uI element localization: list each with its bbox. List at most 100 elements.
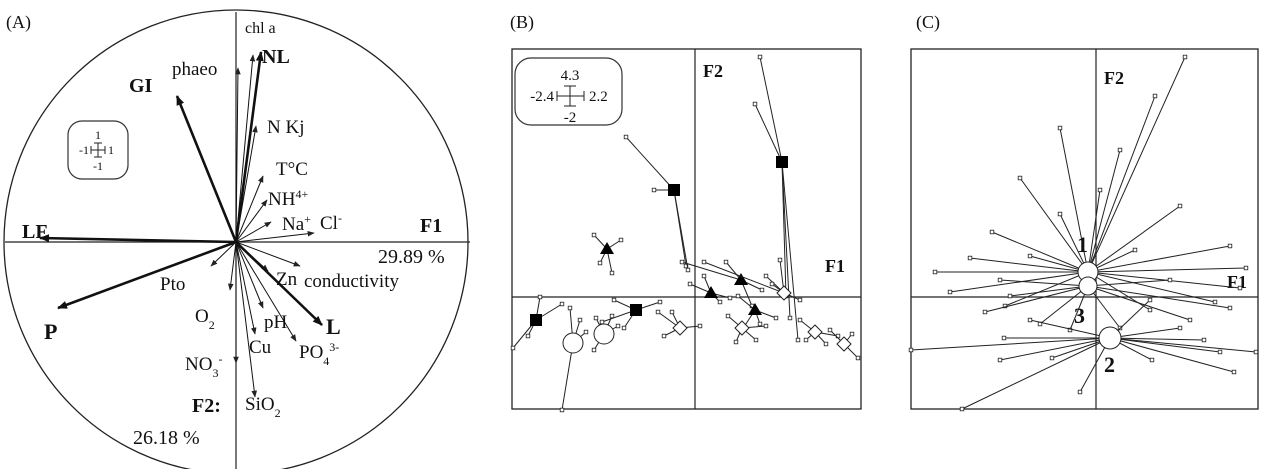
group-sample-point [1077,389,1083,395]
variable-label-no: NO3- [185,352,222,380]
group-link [991,231,1089,273]
sample-point [591,232,597,238]
sample-point [797,317,803,323]
sample-point [597,260,603,266]
variable-label-pto: Pto [160,274,185,295]
sample-point [609,270,615,276]
sample-point [735,293,741,299]
sample-point [753,337,759,343]
group-label-2: 2 [1104,352,1115,377]
sample-point [701,273,707,279]
group-link [1087,245,1231,273]
vector-l [235,241,323,326]
sample-point [787,315,793,321]
group-link [1087,56,1186,273]
group-sample-point [1001,335,1007,341]
group-link [949,271,1089,293]
sample-point [687,281,693,287]
variable-label-ph: pH [264,312,288,333]
sample-point [559,407,565,413]
scale-a-left: -1 [79,143,89,157]
group-label-3: 3 [1074,303,1085,328]
group-sample-point [1027,317,1033,323]
variable-label-lf: LF [22,221,48,243]
sample-point [773,315,779,321]
group-sample-point [1167,277,1173,283]
centroid-diamond [734,320,750,336]
group-sample-point [1007,293,1013,299]
group-link [1039,285,1089,325]
group-link [999,279,1089,287]
sample-point [723,259,729,265]
sample-point [525,333,531,339]
group-link [1059,213,1089,273]
group-label-1: 1 [1077,232,1088,257]
vector-t-c [235,175,264,243]
panel-a: (A) chl a phaeo NL GI N Kj T°C NH4+Na+ Cl- LF Zn c… [3,9,470,469]
panel-b-points [510,54,861,413]
group-sample-point [1243,265,1249,271]
vector-p [57,240,237,310]
sample-link [625,136,675,191]
sample-point [752,101,758,107]
group-link [1087,205,1181,273]
sample-point [577,317,583,323]
sample-point [725,313,731,319]
group-sample-point [1182,54,1188,60]
panel-c-f2-label: F2 [1104,68,1124,88]
group-link [1087,271,1216,303]
group-sample-point [997,277,1003,283]
sample-link [754,103,783,163]
sample-point [803,337,809,343]
sample-point [615,323,621,329]
scale-box-a: 1 -1 1 -1 [67,120,129,180]
variable-label-n-kj: N Kj [267,117,304,138]
scale-b-left: -2.4 [530,89,554,105]
group-link [1087,267,1247,273]
group-centroid [1078,276,1098,296]
variable-vectors: chl a phaeo NL GI N Kj T°C NH4+Na+ Cl- LF Zn condu… [22,20,399,420]
sample-point [599,319,605,325]
sample-point [777,257,783,263]
sample-point [567,305,573,311]
sample-point [623,134,629,140]
group-sample-point [947,289,953,295]
vector-na [235,221,272,243]
vector-pto [210,241,237,267]
group-sample-point [967,255,973,261]
variable-label-chl-a: chl a [245,20,276,37]
panel-b-label: (B) [510,12,534,33]
axis-f2-label: F2: [192,395,221,417]
sample-point [697,323,703,329]
sample-point [763,273,769,279]
sample-link [737,295,756,311]
sample-link [673,189,689,271]
group-sample-point [1057,211,1063,217]
group-sample-point [1117,147,1123,153]
sample-link [561,342,574,411]
centroid-square [668,184,680,196]
centroid-diamond [776,285,792,301]
sample-point [609,313,615,319]
group-link [1087,149,1121,273]
group-link [999,337,1111,361]
sample-link [759,56,783,163]
variable-label-t-c: T°C [276,159,308,180]
variable-label-phaeo: phaeo [172,59,217,80]
group-link [1029,319,1111,339]
sample-point [679,259,685,265]
group-sample-point [1147,307,1153,313]
group-link [1009,285,1089,297]
panel-c-f1-label: F1 [1227,272,1247,292]
panel-c-label: (C) [916,12,940,33]
sample-point [769,281,775,287]
vector-conductivity [235,241,301,267]
panel-c-frame [910,48,1259,410]
scale-b-right: 2.2 [589,89,608,105]
scale-box-b: 4.3 -2.4 2.2 -2 [514,57,623,126]
group-sample-point [1147,297,1153,303]
sample-point [849,331,855,337]
vector-n-kj [235,125,258,243]
group-link [1004,271,1089,307]
